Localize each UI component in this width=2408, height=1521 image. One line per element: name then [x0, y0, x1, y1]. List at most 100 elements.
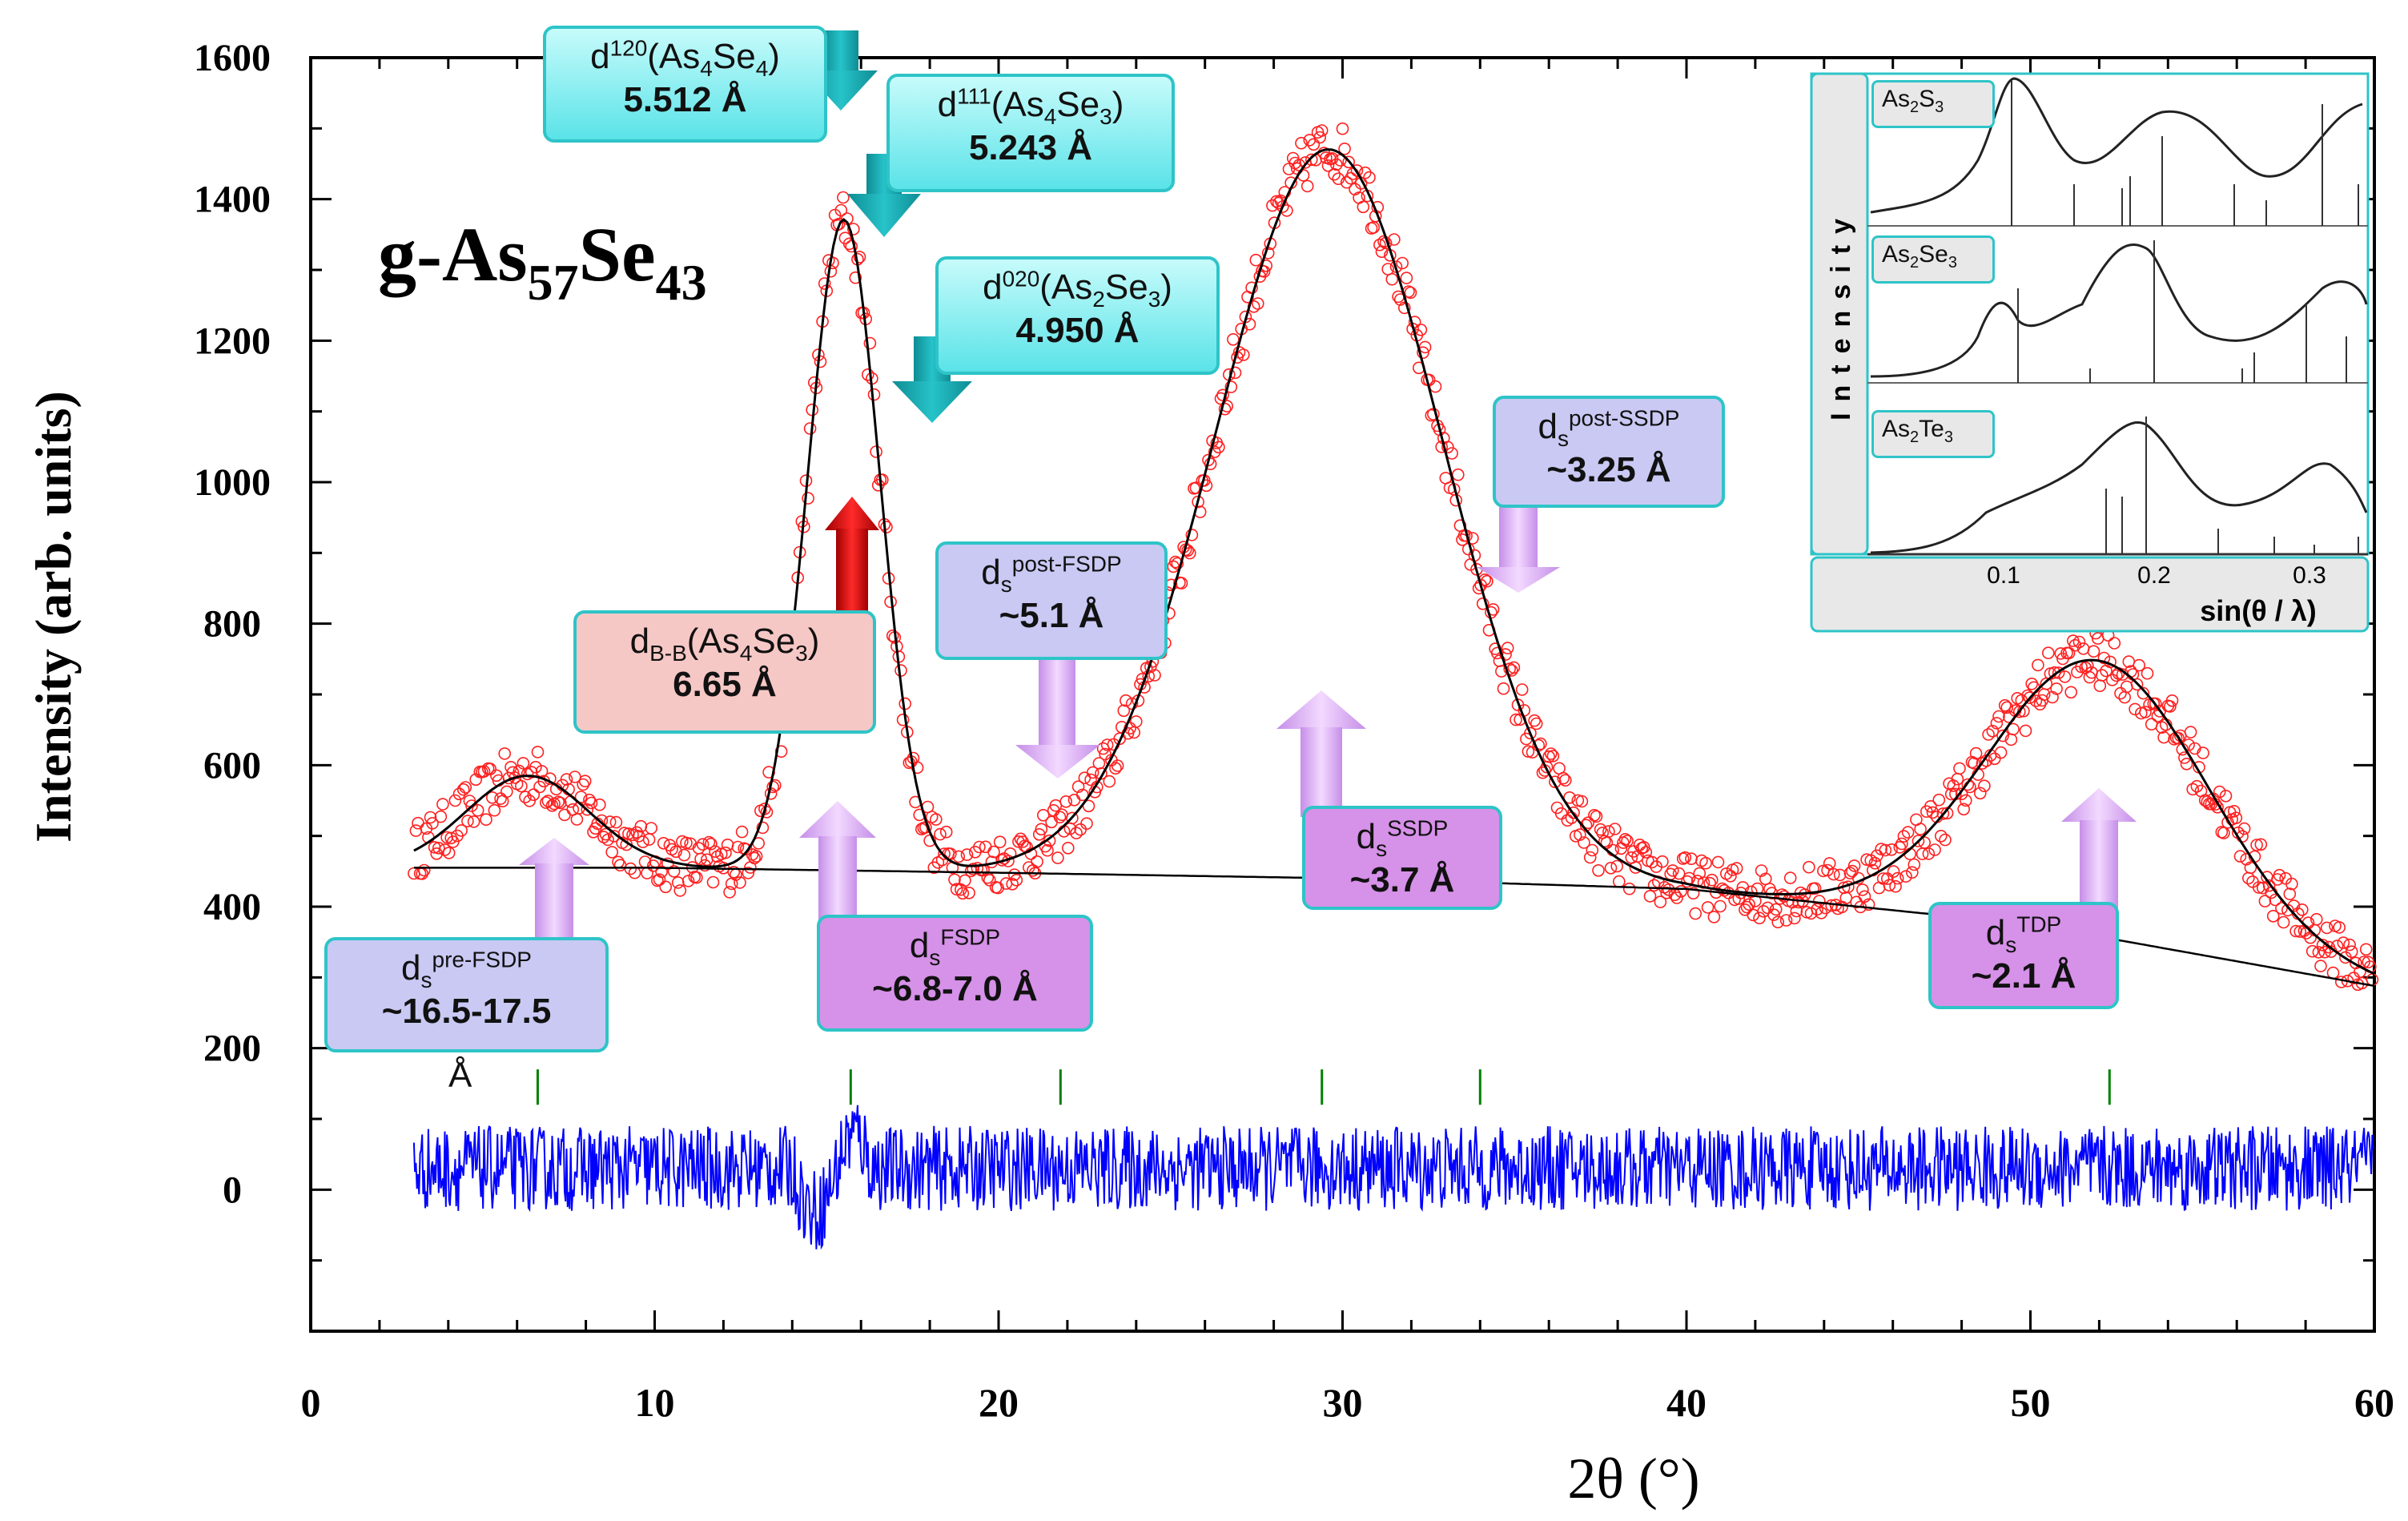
data-point: [1714, 899, 1727, 913]
data-point: [1041, 843, 1054, 857]
data-point: [1582, 816, 1594, 829]
data-point: [1724, 870, 1737, 883]
data-point: [1066, 811, 1079, 825]
data-point: [2296, 903, 2309, 916]
data-point: [1969, 746, 1983, 760]
data-point: [960, 848, 974, 861]
data-point: [2258, 895, 2272, 907]
data-point: [560, 773, 573, 786]
data-point: [2048, 666, 2061, 679]
data-point: [1575, 795, 1589, 808]
data-point: [694, 852, 707, 866]
data-point: [498, 747, 512, 760]
data-point: [1613, 875, 1626, 888]
data-point: [1010, 874, 1023, 887]
data-point: [1359, 166, 1372, 179]
data-point: [2155, 721, 2169, 734]
data-point: [758, 803, 771, 815]
data-point: [1404, 286, 1417, 300]
data-point: [1957, 803, 1970, 816]
annotation-ssdp: dsSSDP ~3.7 Å: [1302, 806, 1502, 910]
x-tick-label: 60: [2354, 1380, 2394, 1425]
data-point: [459, 781, 472, 794]
data-point: [1674, 885, 1687, 898]
data-point: [1332, 172, 1345, 185]
data-point: [1660, 887, 1673, 899]
data-point: [1200, 479, 1213, 493]
data-point: [1181, 544, 1194, 557]
data-point: [609, 815, 623, 829]
data-point: [1295, 136, 1308, 150]
data-point: [2283, 887, 2297, 900]
data-point: [1398, 301, 1411, 315]
data-point: [911, 761, 924, 775]
data-point: [1592, 864, 1605, 877]
data-point: [509, 771, 521, 784]
data-point: [2320, 921, 2334, 935]
arrow-fsdp: [799, 801, 876, 931]
data-point: [1035, 823, 1048, 836]
data-point: [1670, 891, 1683, 904]
data-point: [2164, 700, 2177, 713]
data-point: [2042, 646, 2055, 660]
data-point: [1559, 774, 1572, 787]
data-point: [2197, 746, 2209, 759]
data-point: [645, 822, 658, 835]
inset-label-as2te3: As2Te3: [1871, 410, 1995, 458]
data-point: [959, 874, 971, 887]
data-point: [1926, 806, 1940, 819]
data-point: [1300, 179, 1314, 193]
data-point: [1916, 847, 1929, 860]
data-point: [1701, 901, 1715, 914]
data-point: [735, 825, 749, 839]
data-point: [2190, 779, 2204, 793]
data-point: [1707, 911, 1721, 923]
data-point: [862, 368, 874, 381]
data-point: [1429, 380, 1442, 393]
series-fitted-line: [413, 148, 2375, 976]
data-point: [1998, 698, 2012, 712]
arrow-pre-fsdp: [519, 838, 589, 950]
data-point: [1342, 155, 1355, 169]
data-point: [1699, 856, 1712, 870]
data-point: [617, 827, 631, 839]
data-point: [1961, 778, 1975, 791]
data-point: [842, 237, 856, 251]
data-point: [2058, 670, 2072, 683]
data-point: [1827, 867, 1840, 881]
data-point: [2310, 913, 2323, 926]
data-point: [2097, 651, 2111, 665]
data-point: [2133, 658, 2145, 672]
annotation-d111: d111(As4Se3) 5.243 Å: [886, 74, 1175, 192]
data-point: [1914, 823, 1927, 835]
annotation-pre-fsdp-unit: Å: [448, 1056, 472, 1095]
data-point: [494, 792, 507, 805]
data-point: [2029, 694, 2043, 707]
annotation-d020: d020(As2Se3) 4.950 Å: [935, 256, 1220, 375]
data-point: [1912, 835, 1925, 847]
data-point: [837, 191, 850, 204]
data-point: [2062, 646, 2076, 660]
data-point: [1111, 759, 1124, 772]
data-point: [2273, 868, 2286, 882]
y-tick-labels: 0 200 400 600 800 1000 1200 1400 1600: [194, 37, 271, 1211]
data-point: [1227, 332, 1240, 346]
data-point: [1868, 856, 1882, 870]
y-tick-label: 400: [203, 886, 261, 928]
data-point: [1686, 887, 1700, 899]
data-point: [2087, 645, 2100, 658]
data-point: [774, 745, 788, 758]
data-point: [1730, 862, 1743, 875]
data-point: [1706, 873, 1719, 887]
data-point: [1245, 281, 1258, 295]
data-point: [806, 403, 819, 416]
data-point: [1125, 697, 1139, 710]
data-point: [2130, 678, 2144, 691]
data-point: [673, 884, 687, 897]
data-point: [667, 865, 681, 878]
data-point: [657, 837, 670, 850]
data-point: [1574, 828, 1586, 841]
data-point: [1530, 717, 1543, 730]
data-point: [438, 843, 452, 856]
data-point: [1321, 159, 1335, 172]
